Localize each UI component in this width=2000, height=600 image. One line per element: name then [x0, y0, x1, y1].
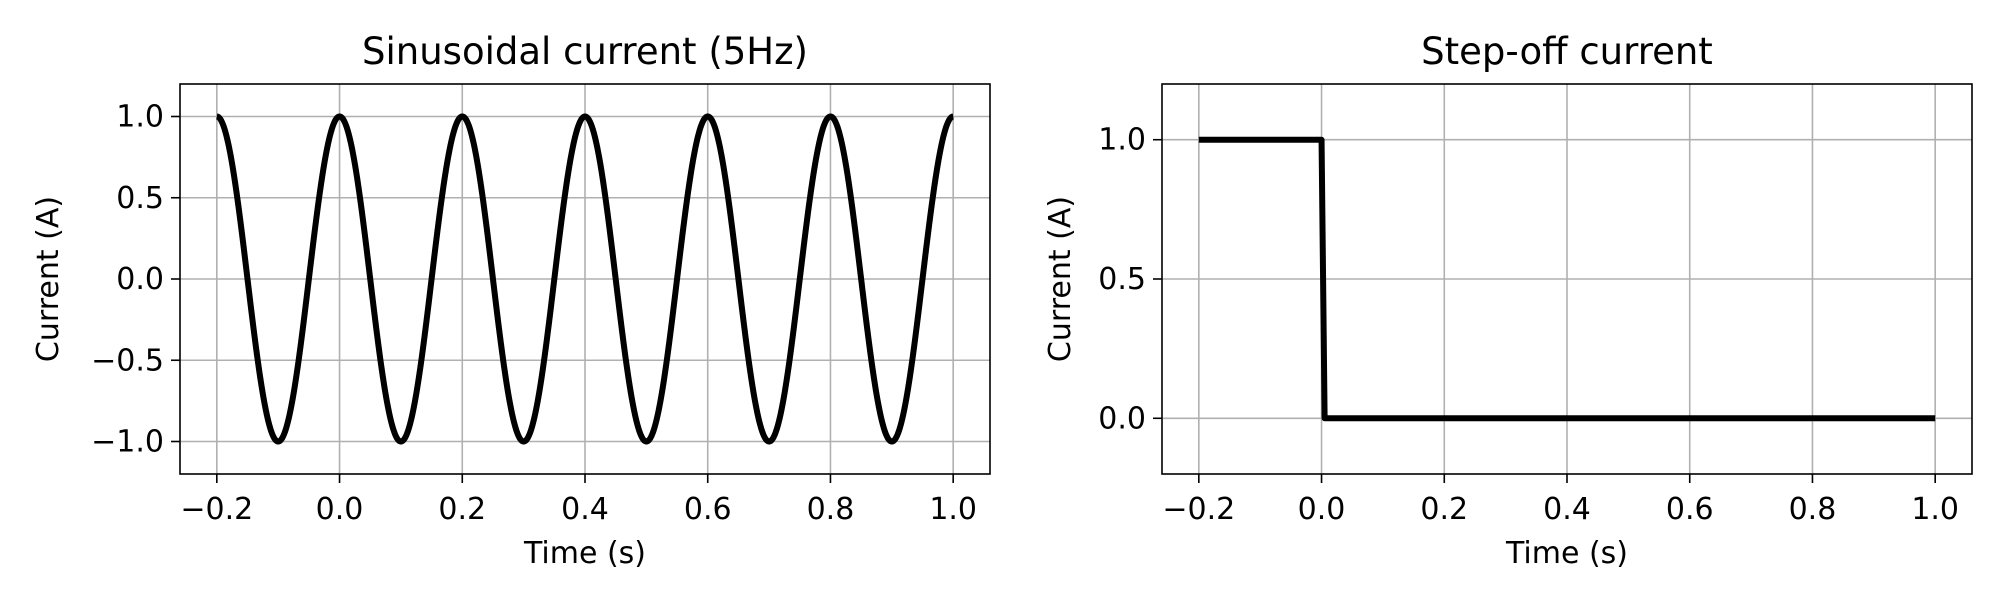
step-off-x-tick-label: 0.6 — [1666, 492, 1714, 527]
sinusoid-y-tick-label: −0.5 — [91, 343, 164, 378]
step-off-x-tick-label: 1.0 — [1911, 492, 1959, 527]
sinusoid-y-tick-label: 0.5 — [116, 181, 164, 216]
sinusoid-series-layer — [214, 113, 956, 445]
sinusoid-y-axis-label: Current (A) — [31, 196, 66, 362]
sinusoid-x-axis-label: Time (s) — [523, 536, 646, 571]
sinusoid-x-tick-label: 0.6 — [684, 492, 732, 527]
step-off-x-tick-label: 0.2 — [1420, 492, 1468, 527]
sinusoid-x-tick-label: 0.8 — [807, 492, 855, 527]
step-off-y-axis-label: Current (A) — [1043, 196, 1078, 362]
step-off-x-tick-label: 0.4 — [1543, 492, 1591, 527]
step-off-x-tick-label: 0.8 — [1789, 492, 1837, 527]
step-off-y-tick-label: 0.0 — [1098, 401, 1146, 436]
sinusoid-ticks: −0.2 0.0 0.2 0.4 0.6 0.8 1.0 1.0 0.5 0.0 −0.5 −1.0 — [91, 100, 977, 528]
step-off-series-layer — [1198, 136, 1936, 422]
sinusoid-x-tick-label: 0.2 — [438, 492, 486, 527]
sinusoid-x-tick-label: 1.0 — [929, 492, 977, 527]
sinusoid-grid — [180, 84, 990, 474]
step-off-chart-panel: −0.2 0.0 0.2 0.4 0.6 0.8 1.0 1.0 0.5 0.0 Step-off… — [1043, 30, 1973, 571]
step-off-x-axis-label: Time (s) — [1505, 536, 1628, 571]
sinusoid-series-line — [214, 113, 956, 445]
step-off-series-line — [1198, 136, 1936, 422]
sinusoid-x-tick-label: 0.0 — [316, 492, 364, 527]
step-off-ticks: −0.2 0.0 0.2 0.4 0.6 0.8 1.0 1.0 0.5 0.0 — [1098, 123, 1959, 527]
step-off-y-tick-label: 1.0 — [1098, 123, 1146, 158]
sinusoid-y-tick-label: 0.0 — [116, 262, 164, 297]
step-off-x-tick-label: −0.2 — [1162, 492, 1235, 527]
sinusoid-x-tick-label: 0.4 — [561, 492, 609, 527]
step-off-x-tick-label: 0.0 — [1298, 492, 1346, 527]
sinusoid-y-tick-label: 1.0 — [116, 100, 164, 135]
sinusoid-chart-title: Sinusoidal current (5Hz) — [362, 30, 808, 73]
step-off-chart-title: Step-off current — [1421, 30, 1713, 73]
sinusoid-y-tick-label: −1.0 — [91, 425, 164, 460]
step-off-y-tick-label: 0.5 — [1098, 262, 1146, 297]
sinusoid-x-tick-label: −0.2 — [180, 492, 253, 527]
sinusoid-chart-panel: −0.2 0.0 0.2 0.4 0.6 0.8 1.01.00.50.0−0.5−1.0 … — [31, 30, 991, 571]
